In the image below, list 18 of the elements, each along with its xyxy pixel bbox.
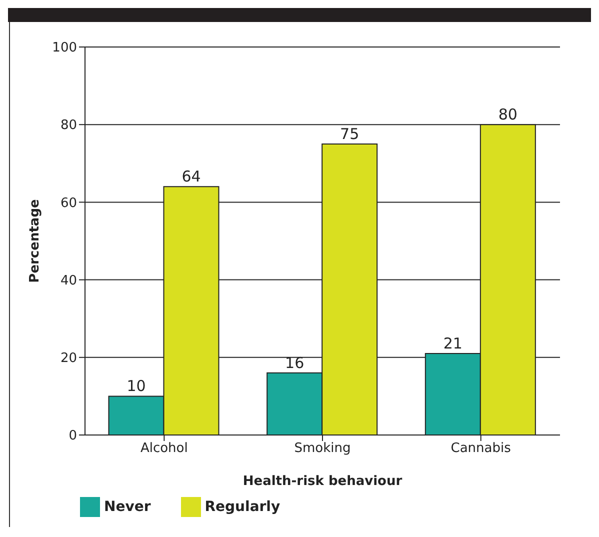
x-tick-label: Cannabis bbox=[450, 441, 512, 456]
data-label: 64 bbox=[182, 168, 201, 186]
y-tick-label: 0 bbox=[68, 428, 77, 444]
x-tick-label: Smoking bbox=[294, 441, 351, 456]
data-label: 21 bbox=[443, 334, 462, 353]
x-tick-label: Alcohol bbox=[140, 441, 188, 456]
x-axis-title: Health-risk behaviour bbox=[242, 474, 403, 489]
y-tick-label: 80 bbox=[60, 118, 77, 134]
y-axis-title: Percentage bbox=[28, 199, 43, 283]
data-label: 10 bbox=[126, 377, 146, 396]
y-tick-label: 60 bbox=[60, 196, 77, 211]
y-tick-label: 20 bbox=[60, 351, 77, 366]
data-label: 80 bbox=[498, 106, 518, 124]
y-tick-label: 100 bbox=[52, 40, 77, 56]
legend-label: Regularly bbox=[204, 498, 280, 515]
data-label: 75 bbox=[340, 125, 360, 143]
legend-label: Never bbox=[104, 498, 151, 515]
y-tick-label: 40 bbox=[60, 273, 77, 288]
